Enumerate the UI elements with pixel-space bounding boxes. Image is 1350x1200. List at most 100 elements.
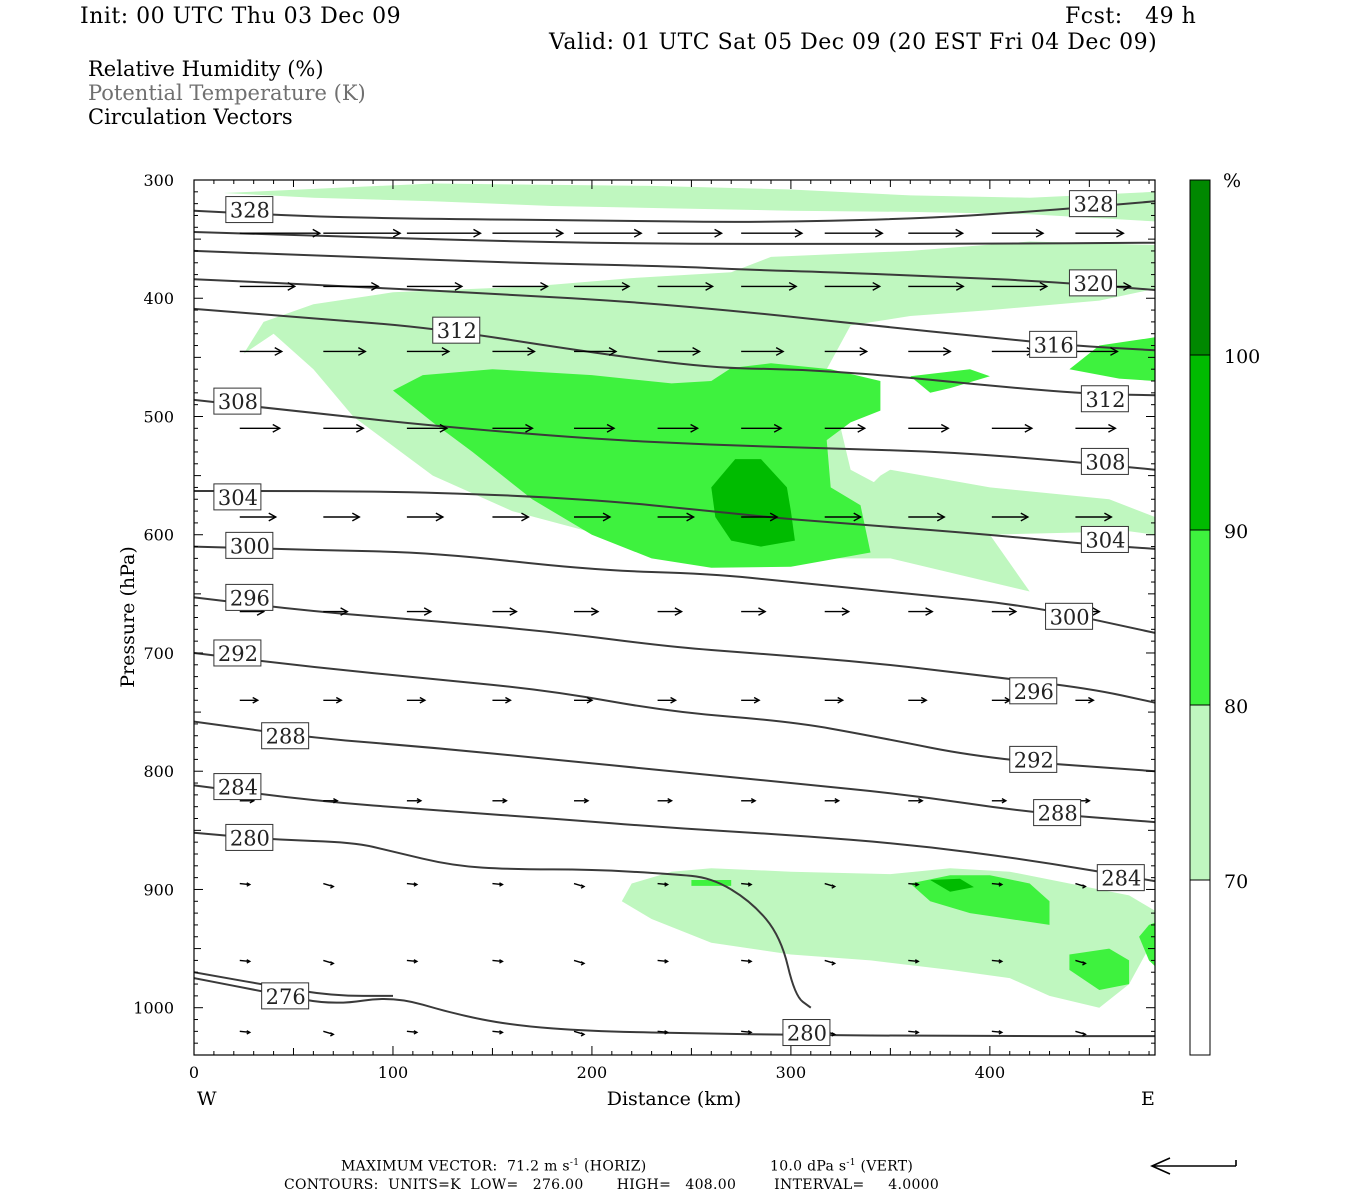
contour-label-0a: 328 [230, 199, 270, 223]
vector-9-2 [406, 959, 419, 964]
vector-2-0 [239, 346, 284, 356]
theta-contour-284 [194, 784, 1155, 883]
contour-label-box-7a [225, 531, 274, 559]
vector-5-4 [574, 607, 600, 616]
vector-4-10 [1075, 512, 1113, 522]
rh-region-70-1 [850, 469, 1155, 535]
vector-4-4 [574, 512, 612, 522]
x-tick-label-3: 300 [776, 1063, 807, 1082]
contour-label-7b: 300 [1050, 605, 1090, 629]
vector-9-8 [908, 959, 920, 964]
colorbar-band-2 [1190, 530, 1210, 705]
vector-2-6 [741, 346, 785, 356]
rh-region-80-6 [1139, 922, 1155, 967]
vector-9-6 [741, 959, 753, 964]
colorbar-band-4 [1190, 880, 1210, 1055]
vector-6-4 [574, 696, 594, 704]
reference-vector-arrow [1150, 1157, 1237, 1175]
contour-label-box-4a [432, 316, 481, 344]
theta-contour-280 [194, 831, 812, 1009]
vector-1-3 [492, 281, 549, 291]
vector-5-9 [991, 607, 1018, 616]
x-tick-label-0: 0 [189, 1063, 199, 1082]
contour-label-box-11b [1096, 864, 1145, 892]
vector-10-9 [991, 1030, 1004, 1035]
colorbar: 100 90 80 70 [1189, 179, 1260, 1056]
vector-10-4 [573, 1030, 586, 1037]
vector-6-5 [657, 696, 678, 704]
vector-5-11 [1155, 608, 1179, 615]
theta-contour-308 [194, 398, 1155, 471]
vector-7-4 [574, 798, 590, 804]
contour-label-6b: 304 [1085, 528, 1125, 552]
vector-7-11 [1155, 799, 1169, 803]
contour-label-13a: 276 [266, 985, 306, 1009]
vector-4-6 [741, 512, 779, 522]
vector-4-11 [1155, 513, 1191, 521]
vector-4-8 [908, 512, 946, 522]
contour-label-9b: 292 [1014, 748, 1054, 772]
contour-label-11a: 284 [218, 776, 258, 800]
vector-1-7 [824, 281, 882, 291]
vector-10-6 [741, 1030, 753, 1035]
vector-4-3 [492, 512, 530, 522]
vector-3-0 [239, 423, 282, 433]
theta-contour-320 [194, 249, 1155, 291]
vector-0-7 [824, 228, 884, 238]
theta-contour-288 [194, 720, 1155, 824]
vector-0-6 [741, 228, 804, 238]
contour-label-6a: 304 [218, 486, 258, 510]
vector-5-2 [406, 607, 433, 616]
vector-3-2 [406, 423, 449, 433]
vector-8-3 [492, 882, 504, 887]
contour-label-box-0b [1068, 190, 1117, 218]
vector-10-11 [1154, 1031, 1155, 1033]
contour-label-box-6a [213, 483, 262, 511]
theta-contour-296 [194, 596, 1155, 704]
vector-8-2 [406, 882, 419, 887]
contour-label-9a: 292 [218, 642, 258, 666]
vector-5-6 [741, 607, 767, 616]
vector-3-9 [991, 423, 1034, 433]
contours-info: CONTOURS: UNITS=K LOW= 276.00 HIGH= 408.… [284, 1177, 940, 1193]
contour-label-box-13a [261, 982, 310, 1010]
colorbar-label-100: 100 [1224, 346, 1260, 368]
vector-6-11 [1155, 697, 1173, 703]
vector-4-9 [991, 512, 1030, 522]
vector-3-3 [492, 423, 534, 433]
vector-8-1 [323, 882, 335, 889]
vector-3-5 [657, 423, 700, 433]
vector-5-8 [908, 607, 934, 616]
y-tick-label-3: 600 [143, 526, 174, 545]
vector-9-11 [1154, 960, 1155, 962]
y-tick-label-1: 400 [143, 289, 174, 308]
vector-0-10 [1075, 228, 1125, 238]
contour-label-box-8a [225, 583, 274, 611]
contour-label-5b: 308 [1085, 450, 1125, 474]
vector-10-5 [657, 1030, 670, 1035]
colorbar-band-3 [1190, 705, 1210, 880]
contour-label-8a: 296 [230, 586, 270, 610]
vector-3-10 [1075, 423, 1117, 433]
y-tick-label-7: 1000 [133, 999, 174, 1018]
vector-7-7 [824, 798, 841, 804]
vector-1-6 [741, 281, 798, 291]
vector-2-10 [1075, 346, 1119, 356]
vector-2-7 [824, 346, 869, 356]
vector-4-2 [406, 512, 445, 522]
vector-7-6 [741, 798, 757, 804]
vector-4-0 [239, 512, 278, 522]
vector-10-2 [406, 1030, 419, 1035]
vector-1-9 [991, 281, 1049, 291]
vector-9-7 [824, 959, 837, 966]
vector-3-11 [1155, 424, 1195, 432]
vector-1-8 [908, 281, 965, 291]
y-tick-label-5: 800 [143, 762, 174, 781]
vector-1-0 [239, 281, 297, 291]
vector-7-8 [908, 798, 924, 804]
colorbar-label-70: 70 [1224, 871, 1248, 893]
theta-contour-304 [194, 490, 1155, 550]
contour-label-box-6b [1080, 525, 1129, 553]
rh-region-70-2 [621, 868, 1155, 1008]
theta-contour-316 [194, 278, 1155, 352]
